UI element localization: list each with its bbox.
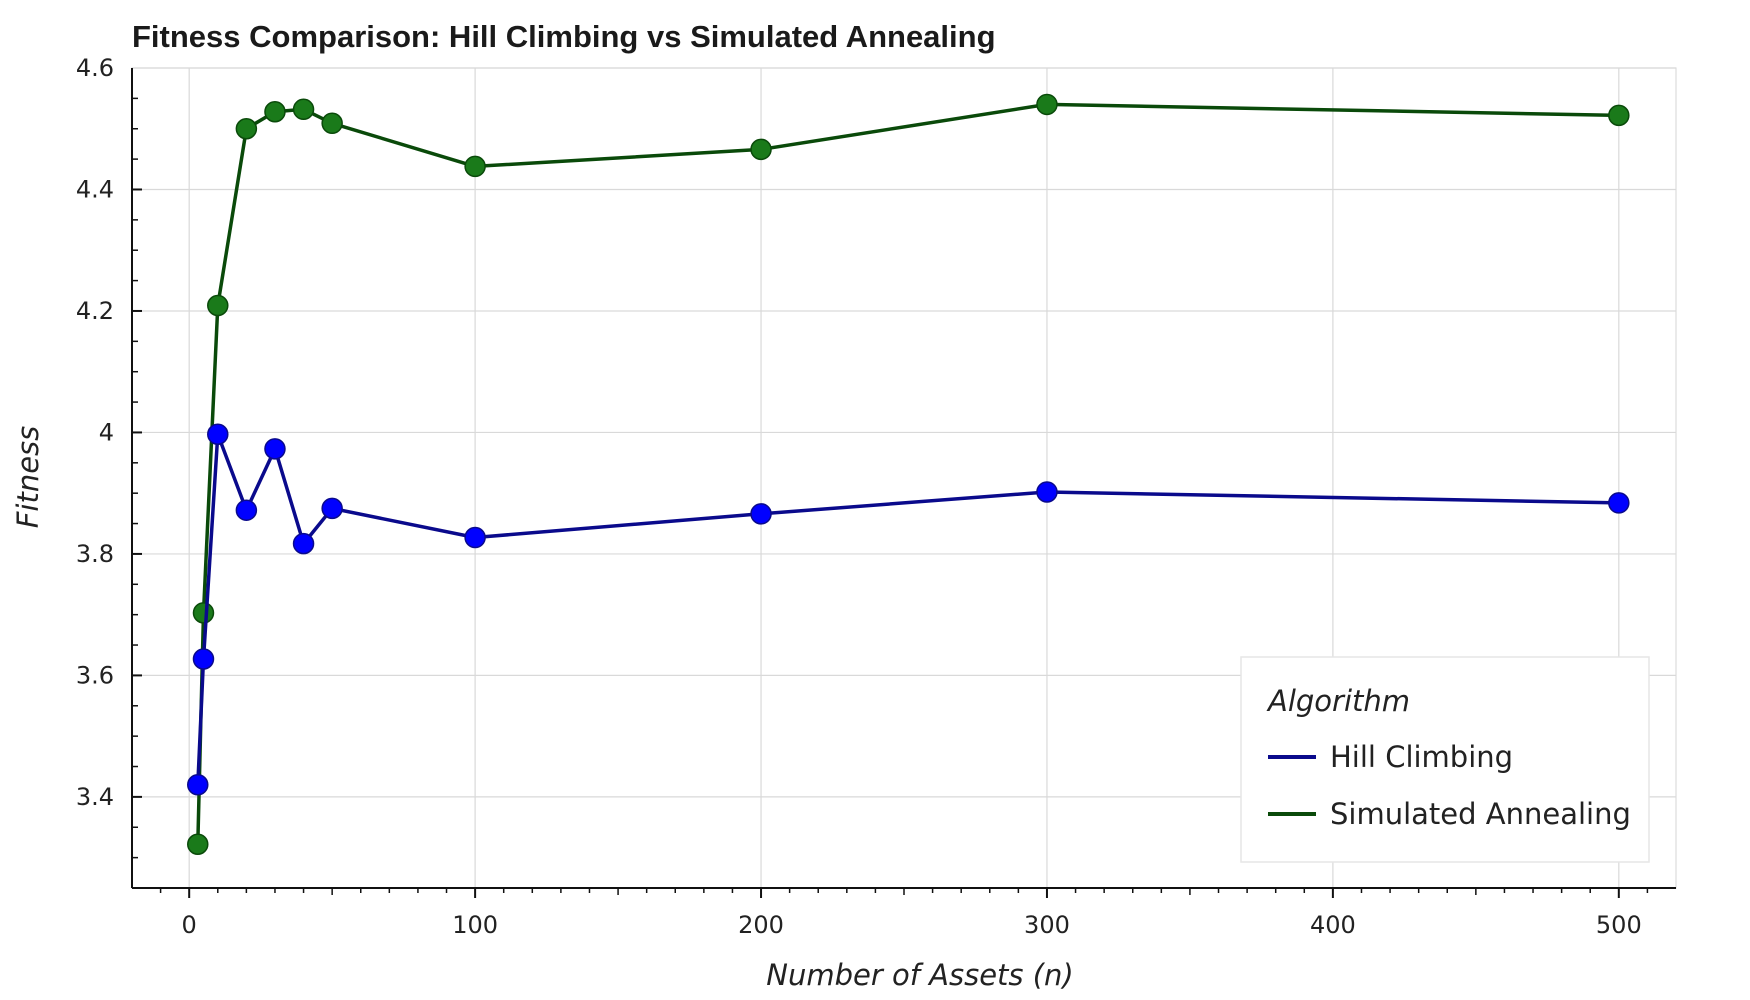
legend: Algorithm Hill Climbing Simulated Anneal… (1240, 656, 1650, 863)
data-point-hill-climbing (264, 438, 286, 460)
data-point-hill-climbing (750, 503, 772, 525)
data-point-hill-climbing (292, 532, 315, 555)
data-point-hill-climbing (464, 526, 486, 549)
series-hill-climbing (187, 423, 1630, 796)
legend-box (1240, 656, 1650, 863)
data-point-simulated-annealing (207, 294, 229, 317)
x-tick-label: 300 (1024, 911, 1070, 939)
data-point-hill-climbing (192, 648, 215, 670)
data-point-simulated-annealing (192, 602, 215, 624)
x-tick-label: 0 (182, 911, 197, 939)
data-point-simulated-annealing (464, 155, 486, 178)
data-point-hill-climbing (321, 497, 343, 520)
data-point-simulated-annealing (292, 98, 315, 121)
x-tick-label: 100 (452, 911, 498, 939)
data-point-simulated-annealing (1608, 104, 1630, 127)
data-point-hill-climbing (187, 773, 209, 796)
y-axis-label: Fitness (11, 426, 45, 529)
data-point-simulated-annealing (235, 117, 258, 140)
y-tick-label: 3.4 (76, 783, 114, 811)
x-axis-label: Number of Assets (n) (766, 958, 1074, 992)
chart-title: Fitness Comparison: Hill Climbing vs Sim… (132, 19, 996, 54)
y-tick-label: 3.8 (76, 540, 114, 568)
series-layer (187, 93, 1630, 856)
data-point-hill-climbing (235, 499, 258, 521)
data-point-hill-climbing (1608, 492, 1630, 514)
y-tick-label: 4.4 (76, 175, 114, 203)
data-point-simulated-annealing (321, 112, 343, 135)
y-tick-label: 4 (99, 418, 114, 446)
data-point-hill-climbing (1036, 481, 1058, 503)
data-point-hill-climbing (207, 423, 229, 446)
legend-label-simulated-annealing: Simulated Annealing (1330, 797, 1631, 831)
axes: 0 100 200 300 400 500 3.4 3.6 3.8 4 4.2 4.4 4.6 (76, 54, 1676, 939)
data-point-simulated-annealing (750, 138, 772, 161)
legend-title: Algorithm (1266, 684, 1410, 718)
x-tick-label: 400 (1310, 911, 1356, 939)
x-tick-label: 200 (738, 911, 784, 939)
y-tick-label: 4.6 (76, 54, 114, 82)
data-point-simulated-annealing (1036, 93, 1058, 116)
data-point-simulated-annealing (264, 100, 286, 123)
series-simulated-annealing (187, 93, 1630, 856)
data-point-simulated-annealing (187, 833, 209, 856)
x-tick-label: 500 (1596, 911, 1642, 939)
y-tick-label: 4.2 (76, 297, 114, 325)
legend-label-hill-climbing: Hill Climbing (1330, 740, 1513, 774)
y-tick-label: 3.6 (76, 661, 114, 689)
